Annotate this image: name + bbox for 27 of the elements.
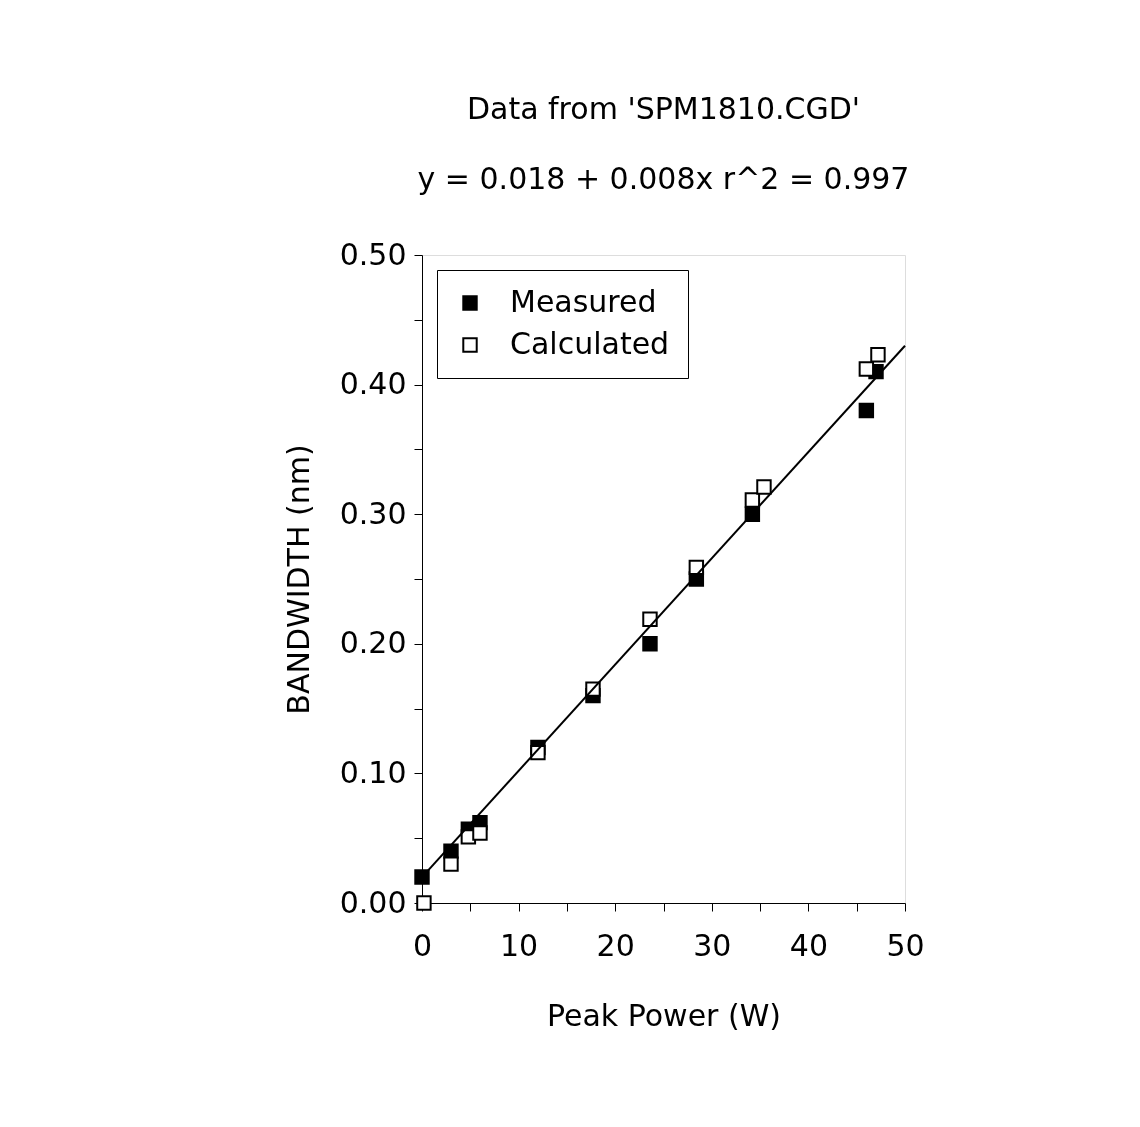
x-tick-label: 20: [596, 927, 635, 963]
y-tick-label: 0.00: [339, 884, 407, 920]
chart-subtitle: y = 0.018 + 0.008x r^2 = 0.997: [417, 161, 910, 196]
x-tick-label: 30: [693, 927, 732, 963]
point: [858, 361, 875, 377]
x-tick-label: 50: [886, 927, 925, 963]
x-tick-label: 10: [500, 927, 539, 963]
x-axis-title: Peak Power (W): [546, 997, 782, 1033]
point: [443, 856, 459, 872]
point: [744, 492, 761, 508]
x-tick-label: 40: [789, 927, 828, 963]
legend-label: Measured: [510, 284, 657, 319]
point: [858, 402, 875, 419]
y-tick-label: 0.20: [339, 625, 407, 661]
y-axis-title: BANDWIDTH (nm): [280, 444, 316, 715]
point: [472, 825, 488, 841]
legend-label: Calculated: [510, 326, 670, 361]
point: [756, 479, 772, 495]
y-tick-label: 0.40: [339, 366, 407, 402]
point: [870, 347, 886, 363]
x-tick-label: 0: [412, 927, 433, 963]
point: [642, 636, 658, 652]
chart-title: Data from 'SPM1810.CGD': [466, 91, 861, 126]
point: [414, 869, 430, 885]
y-tick-label: 0.50: [339, 236, 407, 272]
y-tick-label: 0.10: [339, 754, 407, 790]
y-tick-label: 0.30: [339, 495, 407, 531]
